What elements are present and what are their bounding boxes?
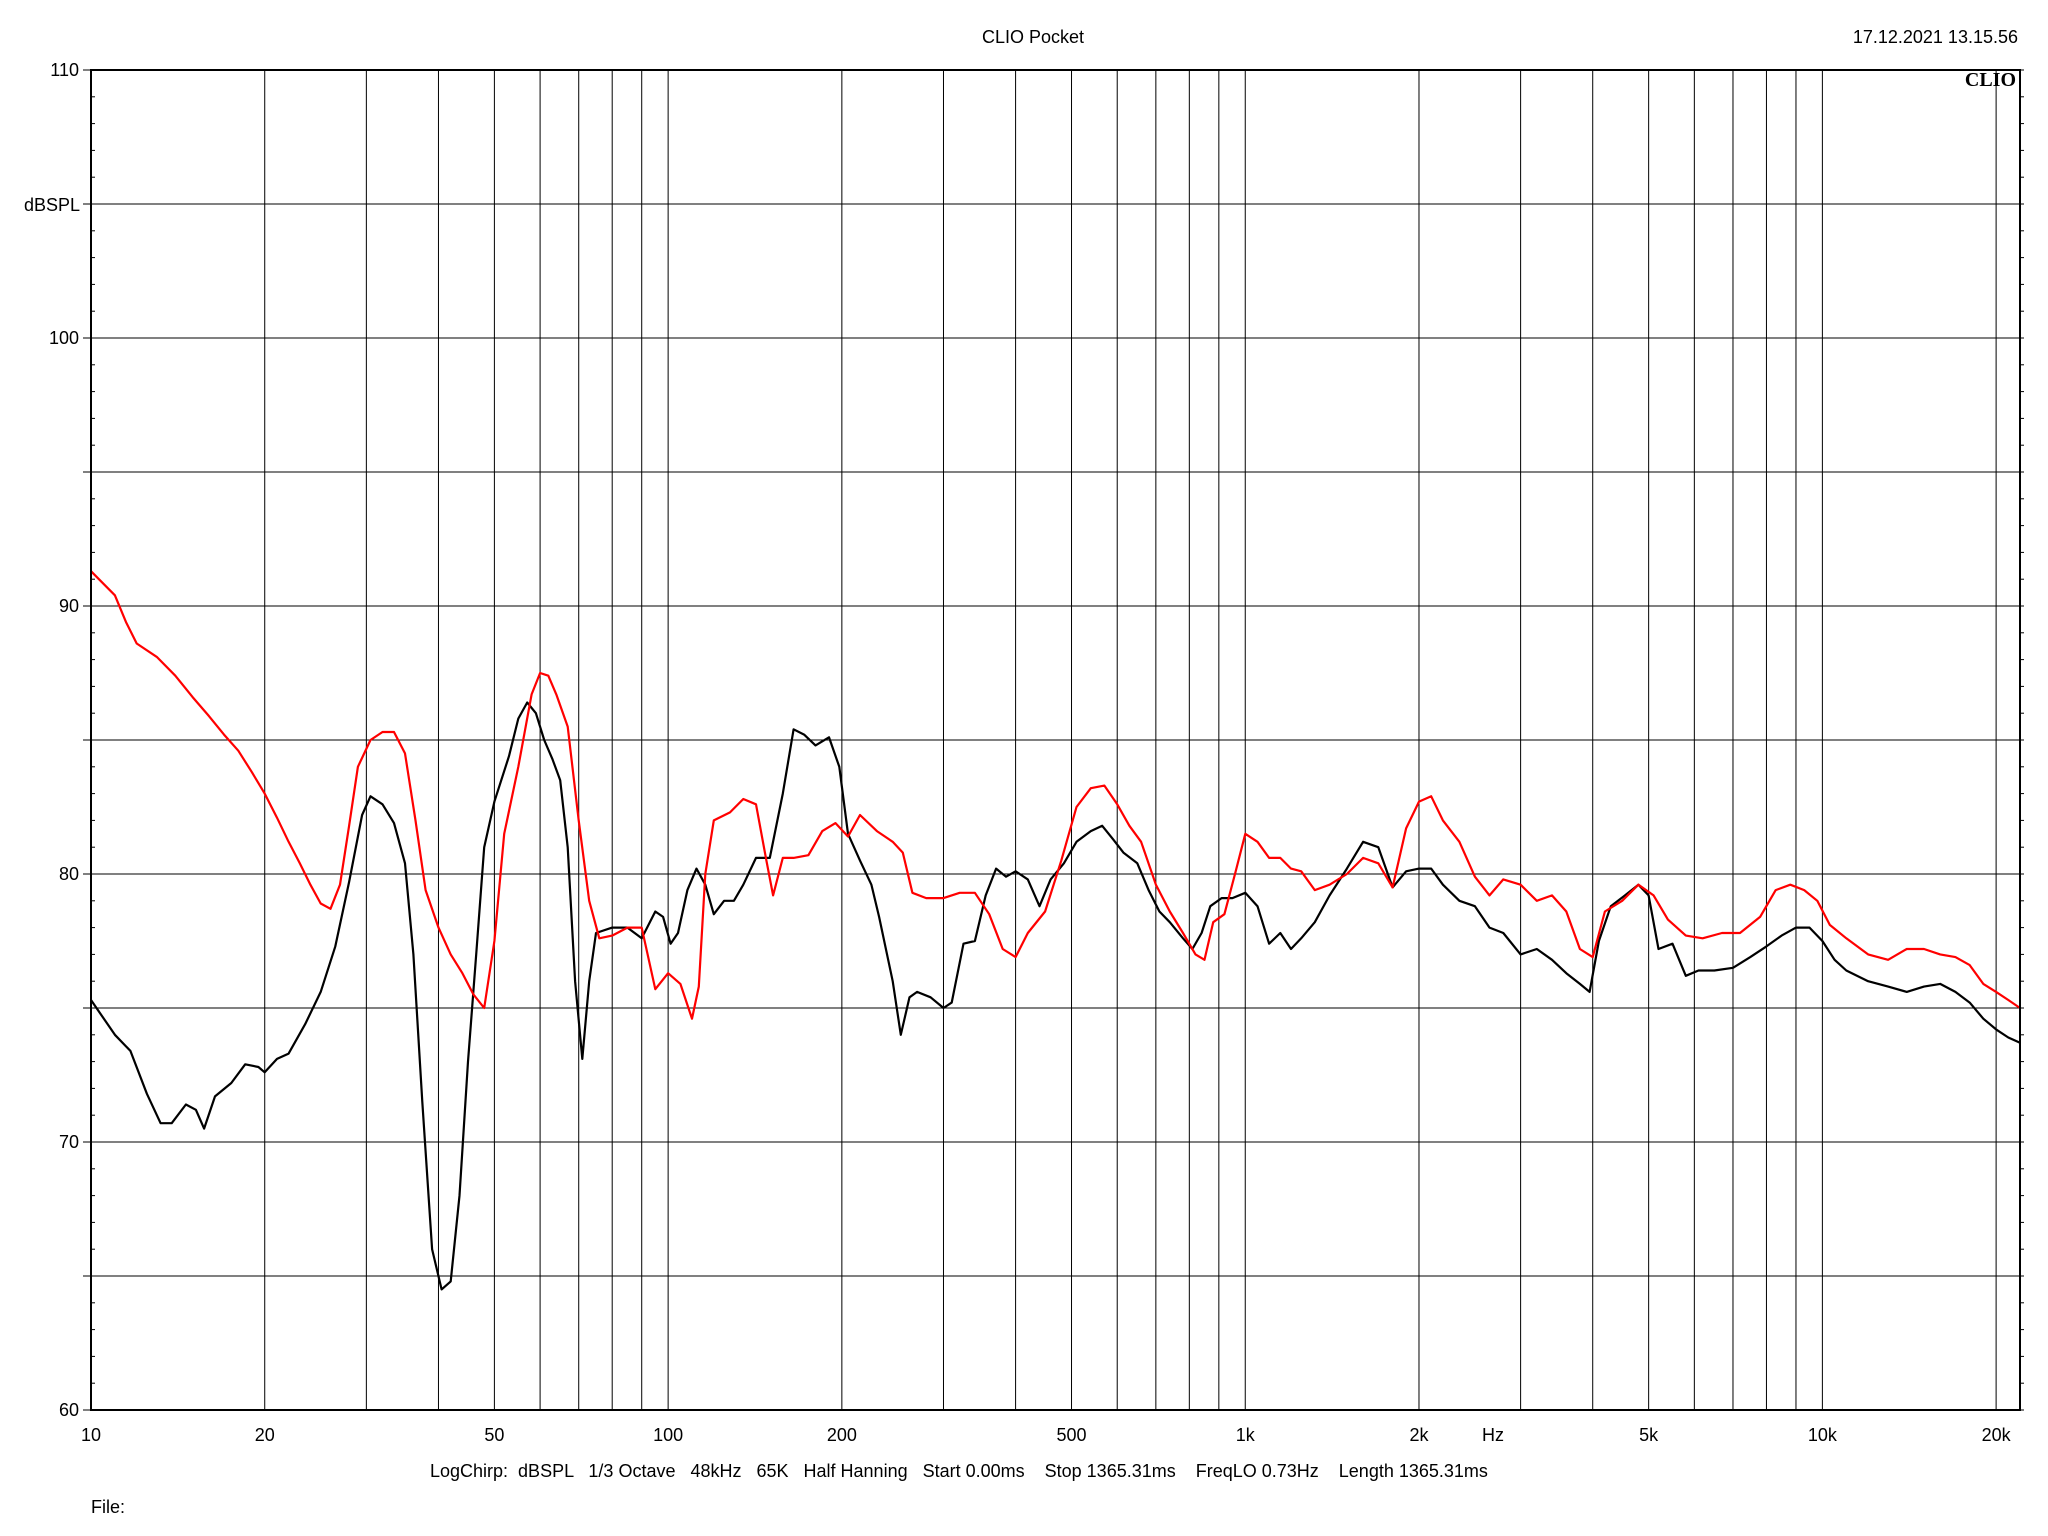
y-tick-label: 70 [59, 1132, 79, 1152]
timestamp: 17.12.2021 13.15.56 [1853, 27, 2018, 47]
y-tick-label: 90 [59, 596, 79, 616]
black-trace-line [90, 701, 2021, 1291]
x-tick-label: 1k [1236, 1425, 1256, 1445]
x-tick-label: 10k [1808, 1425, 1838, 1445]
red-trace-line [90, 570, 2021, 1020]
y-tick-label: 80 [59, 864, 79, 884]
plot-frame [90, 69, 2021, 1411]
grid-lines [83, 69, 2024, 1411]
x-tick-label: 10 [81, 1425, 101, 1445]
y-tick-labels: 60 70 80 90 100 110 [49, 60, 79, 1420]
x-tick-label: 5k [1639, 1425, 1659, 1445]
y-tick-label: 60 [59, 1400, 79, 1420]
x-tick-label: 200 [827, 1425, 857, 1445]
x-tick-label: 20 [255, 1425, 275, 1445]
chart-title: CLIO Pocket [982, 27, 1084, 47]
file-label: File: [91, 1497, 125, 1517]
x-tick-label: 20k [1982, 1425, 2012, 1445]
x-tick-labels: 10 20 50 100 200 500 1k 2k 5k 10k 20k [81, 1425, 2012, 1445]
trace-group [90, 570, 2021, 1291]
y-tick-label: 110 [50, 60, 79, 80]
y-axis-label: dBSPL [24, 195, 80, 215]
x-tick-label: 2k [1409, 1425, 1429, 1445]
x-tick-label: 500 [1056, 1425, 1086, 1445]
measurement-settings: LogChirp: dBSPL 1/3 Octave 48kHz 65K Hal… [430, 1461, 1488, 1481]
x-axis-label: Hz [1482, 1425, 1504, 1445]
y-tick-label: 100 [49, 328, 79, 348]
clio-logo: CLIO [1965, 69, 2016, 91]
x-tick-label: 100 [653, 1425, 683, 1445]
x-tick-label: 50 [484, 1425, 504, 1445]
